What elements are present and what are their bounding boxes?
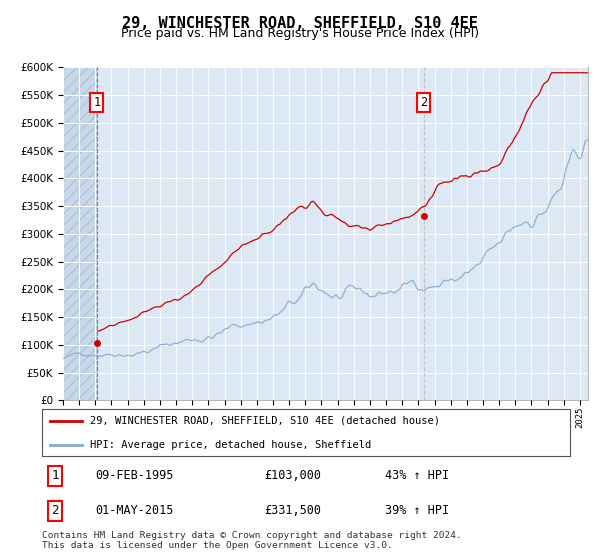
Text: 43% ↑ HPI: 43% ↑ HPI [385,469,449,483]
Text: HPI: Average price, detached house, Sheffield: HPI: Average price, detached house, Shef… [89,440,371,450]
Text: 1: 1 [94,96,100,109]
Text: £103,000: £103,000 [264,469,321,483]
Text: 29, WINCHESTER ROAD, SHEFFIELD, S10 4EE: 29, WINCHESTER ROAD, SHEFFIELD, S10 4EE [122,16,478,31]
Bar [63,67,97,400]
Text: 29, WINCHESTER ROAD, SHEFFIELD, S10 4EE (detached house): 29, WINCHESTER ROAD, SHEFFIELD, S10 4EE … [89,416,440,426]
Text: 09-FEB-1995: 09-FEB-1995 [95,469,173,483]
Text: Price paid vs. HM Land Registry's House Price Index (HPI): Price paid vs. HM Land Registry's House … [121,27,479,40]
Text: 2: 2 [52,505,59,517]
Text: 1: 1 [52,469,59,483]
Text: Contains HM Land Registry data © Crown copyright and database right 2024.
This d: Contains HM Land Registry data © Crown c… [42,531,462,550]
Text: 01-MAY-2015: 01-MAY-2015 [95,505,173,517]
Text: £331,500: £331,500 [264,505,321,517]
Text: 39% ↑ HPI: 39% ↑ HPI [385,505,449,517]
Text: 2: 2 [420,96,427,109]
